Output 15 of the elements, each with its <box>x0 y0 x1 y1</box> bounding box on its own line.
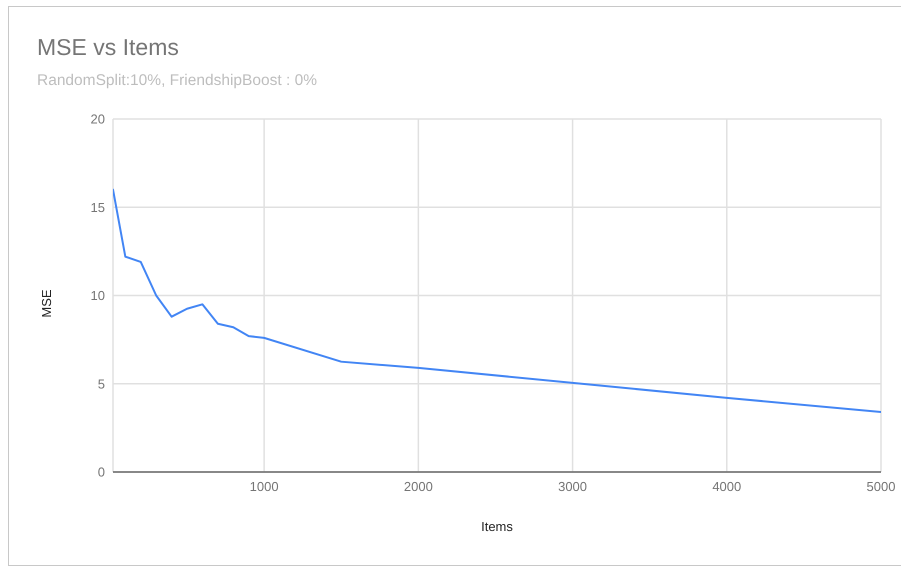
x-tick-label: 2000 <box>404 479 433 494</box>
y-tick-label: 0 <box>98 464 105 480</box>
y-tick-label: 5 <box>98 376 105 392</box>
x-tick-label: 3000 <box>558 479 588 494</box>
y-tick-label: 20 <box>90 112 105 127</box>
x-axis-title: Items <box>481 519 514 534</box>
x-tick-label: 5000 <box>866 479 896 494</box>
y-axis-title: MSE <box>38 289 54 318</box>
y-tick-label: 15 <box>90 200 105 215</box>
x-tick-label: 1000 <box>250 479 279 494</box>
chart-title: MSE vs Items <box>37 33 179 61</box>
line-series <box>113 188 881 413</box>
y-tick-label: 10 <box>90 288 105 304</box>
chart-subtitle: RandomSplit:10%, FriendshipBoost : 0% <box>37 71 318 91</box>
x-tick-label: 4000 <box>712 479 742 494</box>
